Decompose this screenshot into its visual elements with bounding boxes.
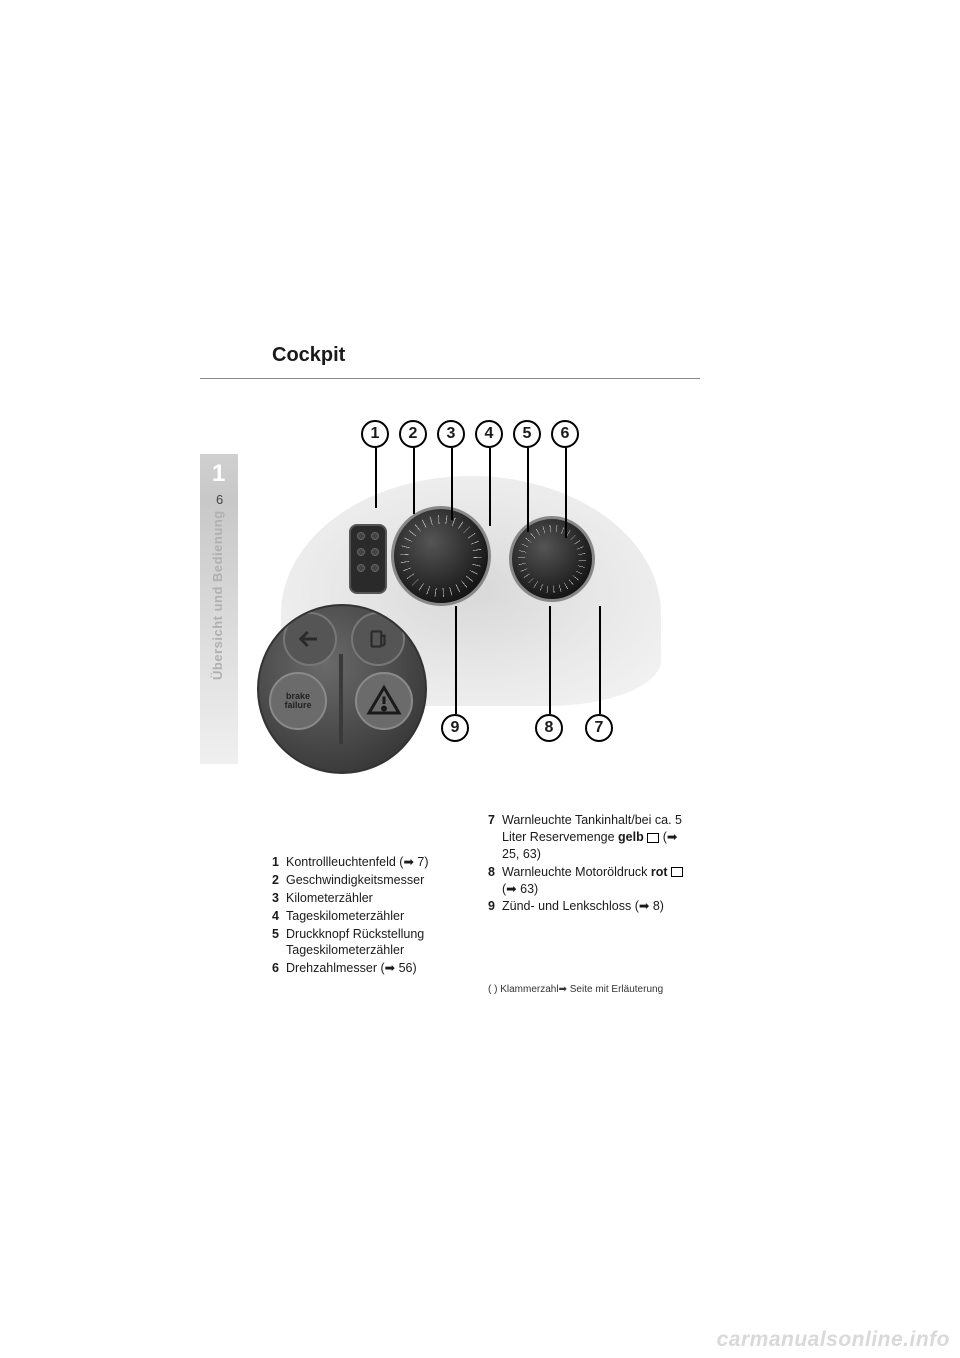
chapter-number: 1: [212, 460, 225, 488]
legend-text: Kilometerzähler: [286, 890, 373, 907]
legend-item: 9Zünd- und Lenkschloss (➡ 8): [488, 898, 698, 915]
footnote-mid: Seite mit Erläuterung: [567, 984, 663, 995]
speedometer: [391, 506, 491, 606]
callout-8: 8: [535, 714, 563, 742]
footnote-prefix: ( ) Klammerzahl: [488, 984, 559, 995]
watermark: carmanualsonline.info: [717, 1328, 950, 1352]
legend-num: 6: [272, 960, 286, 977]
legend-left-column: 1Kontrollleuchtenfeld (➡ 7)2Geschwindigk…: [272, 854, 472, 978]
callout-7: 7: [585, 714, 613, 742]
fuel-icon: [351, 612, 405, 666]
legend-item: 1Kontrollleuchtenfeld (➡ 7): [272, 854, 472, 871]
leader-line: [451, 448, 453, 520]
legend-text: Kontrollleuchtenfeld (➡ 7): [286, 854, 429, 871]
indicator-led: [357, 564, 365, 572]
legend-text: Warnleuchte Motoröldruck rot (➡ 63): [502, 864, 698, 898]
callout-2: 2: [399, 420, 427, 448]
callout-4: 4: [475, 420, 503, 448]
oil-icon: [671, 867, 683, 877]
indicator-led: [371, 532, 379, 540]
callout-5: 5: [513, 420, 541, 448]
title-divider: [200, 378, 700, 379]
legend-text: Drehzahlmesser (➡ 56): [286, 960, 417, 977]
legend-right-column: 7Warnleuchte Tankinhalt/bei ca. 5 Liter …: [488, 812, 698, 916]
legend-item: 6Drehzahlmesser (➡ 56): [272, 960, 472, 977]
legend-text: Druckknopf Rückstellung Tageskilometerzä…: [286, 926, 472, 960]
indicator-led: [357, 548, 365, 556]
page-number: 6: [216, 492, 223, 507]
section-label: Übersicht und Bedienung: [210, 510, 225, 680]
legend-text: Zünd- und Lenkschloss (➡ 8): [502, 898, 664, 915]
leader-line: [599, 606, 601, 714]
legend-item: 7Warnleuchte Tankinhalt/bei ca. 5 Liter …: [488, 812, 698, 863]
brake-failure-icon: brake failure: [269, 672, 327, 730]
indicator-led: [371, 564, 379, 572]
leader-line: [455, 606, 457, 714]
legend-item: 3Kilometerzähler: [272, 890, 472, 907]
legend-item: 8Warnleuchte Motoröldruck rot (➡ 63): [488, 864, 698, 898]
leader-line: [549, 606, 551, 714]
inset-divider: [339, 654, 343, 744]
leader-line: [565, 448, 567, 538]
tachometer: [509, 516, 595, 602]
legend-num: 1: [272, 854, 286, 871]
leader-line: [489, 448, 491, 526]
fuel-icon: [647, 833, 659, 843]
arrow-icon: ➡: [559, 984, 567, 995]
failure-label: failure: [284, 701, 311, 710]
legend-num: 8: [488, 864, 502, 898]
leader-line: [527, 448, 529, 532]
legend-num: 5: [272, 926, 286, 960]
control-panel: [349, 524, 387, 594]
legend-num: 3: [272, 890, 286, 907]
callout-3: 3: [437, 420, 465, 448]
legend-num: 4: [272, 908, 286, 925]
indicator-led: [371, 548, 379, 556]
legend-num: 9: [488, 898, 502, 915]
indicator-led: [357, 532, 365, 540]
warning-triangle-icon: [355, 672, 413, 730]
page-title: Cockpit: [272, 344, 345, 367]
legend-num: 7: [488, 812, 502, 863]
callout-9: 9: [441, 714, 469, 742]
leader-line: [375, 448, 377, 508]
leader-line: [413, 448, 415, 514]
legend-text: Geschwindigkeitsmesser: [286, 872, 424, 889]
detail-inset: brake failure: [257, 604, 427, 774]
footnote: ( ) Klammerzahl➡ Seite mit Erläuterung: [488, 984, 663, 995]
legend-text: Warnleuchte Tankinhalt/bei ca. 5 Liter R…: [502, 812, 698, 863]
callout-6: 6: [551, 420, 579, 448]
cockpit-figure: brake failure 123456 9 87: [251, 416, 691, 766]
legend-text: Tageskilometerzähler: [286, 908, 404, 925]
turn-signal-icon: [283, 612, 337, 666]
legend-num: 2: [272, 872, 286, 889]
legend-item: 2Geschwindigkeitsmesser: [272, 872, 472, 889]
legend-item: 4Tageskilometerzähler: [272, 908, 472, 925]
callout-1: 1: [361, 420, 389, 448]
legend-item: 5Druckknopf Rückstellung Tageskilometerz…: [272, 926, 472, 960]
